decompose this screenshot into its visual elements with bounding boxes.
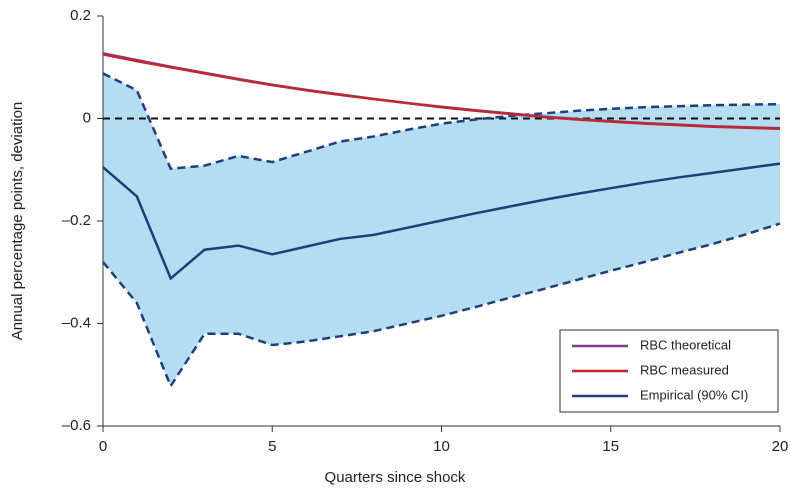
x-tick-label: 5 [268,438,276,455]
y-tick-label: –0.6 [62,417,91,434]
series-line [102,162,781,281]
x-tick-label: 15 [602,438,619,455]
y-tick-label: –0.4 [62,314,91,331]
x-tick-label: 0 [99,438,107,455]
series-line [102,53,781,130]
legend-box [559,329,779,413]
x-tick-label: 20 [772,438,789,455]
ci-lower [102,222,781,389]
ci-upper [102,72,781,171]
legend-label: RBC measured [640,362,729,377]
legend-label: Empirical (90% CI) [640,387,748,402]
legend-label: RBC theoretical [640,337,731,352]
y-axis-title: Annual percentage points, deviation [9,102,26,341]
y-tick-label: 0.2 [70,7,91,24]
x-tick-label: 10 [433,438,450,455]
y-tick-label: –0.2 [62,212,91,229]
y-tick-label: 0 [83,109,91,126]
ci-band [103,73,780,387]
x-axis-title: Quarters since shock [325,469,466,486]
